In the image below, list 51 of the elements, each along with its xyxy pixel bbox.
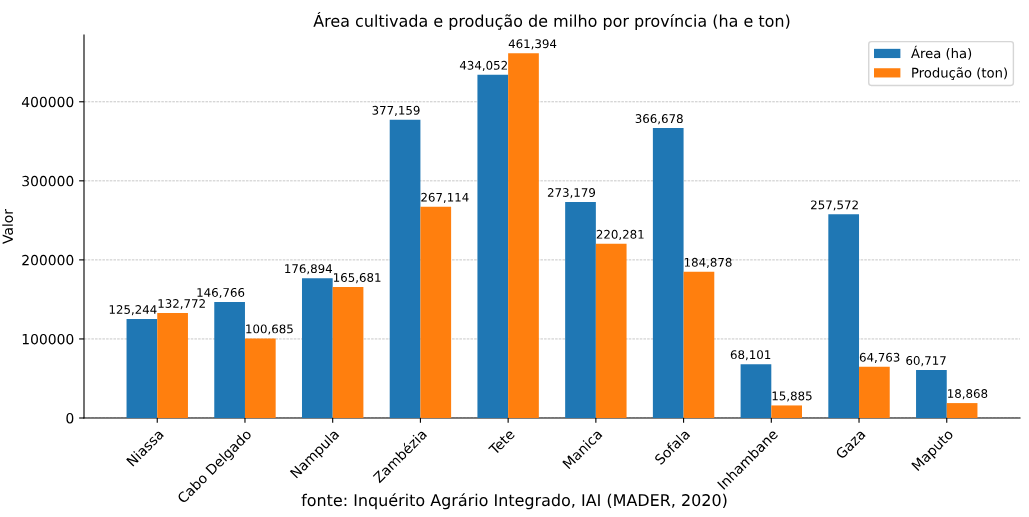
bar [828,214,860,418]
y-tick-label: 400000 [21,96,74,108]
bar [244,338,276,418]
legend-label: Área (ha) [911,45,972,60]
x-tick-label: Tete [488,428,516,456]
bar [157,313,188,418]
data-label: 220,281 [596,229,644,240]
bar [683,271,715,418]
data-label: 461,394 [508,39,557,50]
bar [595,243,627,418]
data-label: 366,678 [635,114,683,125]
bar [301,278,333,418]
bar [771,405,803,418]
data-label: 165,681 [333,273,381,284]
data-label: 184,878 [684,257,732,268]
data-label: 273,179 [547,188,596,199]
bar [389,119,421,418]
data-label: 146,766 [197,287,245,299]
y-tick-label: 0 [66,412,74,424]
y-tick-label: 100000 [22,333,74,345]
bar [740,364,772,418]
y-tick-label: 300000 [22,175,74,187]
data-label: 60,717 [906,356,946,367]
data-label: 18,868 [948,389,988,400]
bar [214,301,245,418]
data-label: 100,685 [246,324,293,335]
bar [652,128,684,418]
data-label: 377,159 [372,105,420,116]
source-note: fonte: Inquérito Agrário Integrado, IAI (MADER, 2020) [301,493,727,510]
data-label: 15,885 [772,391,812,402]
legend-label: Produção (ton) [912,67,1007,81]
data-label: 132,772 [158,299,205,310]
data-label: 267,114 [421,192,469,203]
y-tick-label: 200000 [22,254,74,266]
bar [126,318,158,418]
data-label: 176,894 [285,264,333,275]
bar [332,287,364,418]
chart-title: Área cultivada e produção de milho por província (ha e ton) [313,11,790,30]
bar [946,403,978,418]
data-label: 64,763 [859,352,900,363]
bar [565,202,596,418]
bar [508,53,539,418]
data-label: 257,572 [811,200,858,211]
data-label: 125,244 [109,304,157,316]
bar [477,74,509,418]
bar [859,366,890,418]
y-axis-title: Valor [2,209,14,244]
bar [420,206,452,418]
data-label: 68,101 [730,350,771,361]
bar [916,370,947,418]
data-label: 434,052 [459,60,507,71]
